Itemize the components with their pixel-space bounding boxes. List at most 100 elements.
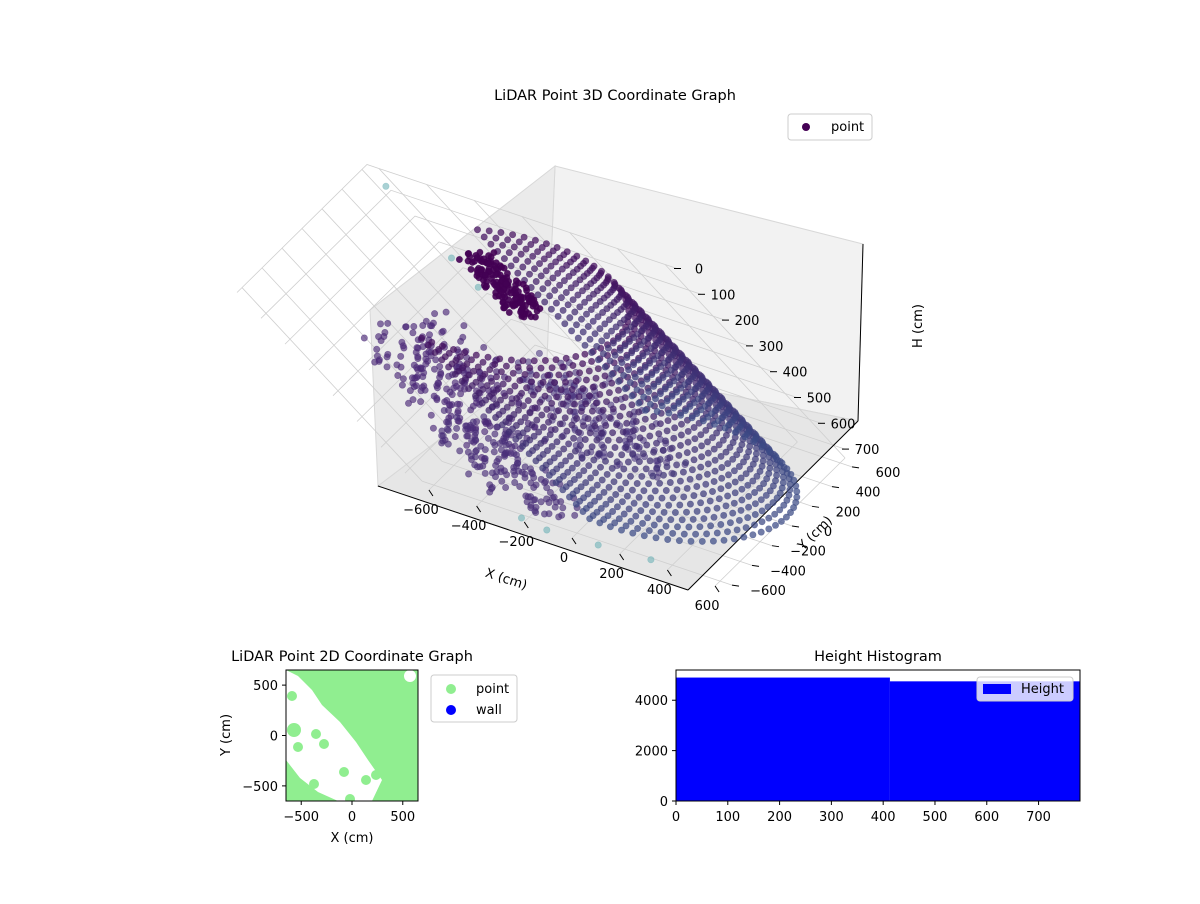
histogram-bars [676, 677, 1080, 801]
scatter-3d-point [787, 470, 795, 478]
grid-line-x [664, 264, 846, 459]
scatter-3d-point [670, 470, 678, 478]
scatter-3d-point [581, 298, 589, 306]
scatter-3d-point [541, 298, 549, 306]
scatter-3d-point [512, 294, 520, 302]
scatter-3d-point [547, 262, 555, 270]
z-ticks-3d: 0 100 200 300 400 500 600 700 [674, 263, 879, 458]
scatter-3d-point [409, 329, 417, 337]
scatter-3d-point [568, 327, 576, 335]
scatter-3d-point [587, 474, 595, 482]
y-tick-label-hist: 2000 [635, 745, 668, 760]
scatter-3d-point [662, 522, 670, 530]
scatter-3d-point [605, 389, 613, 397]
point-blob [287, 723, 301, 737]
scatter-3d-point [599, 381, 607, 389]
scatter-3d-point [523, 384, 531, 392]
scatter-3d-point [442, 308, 450, 316]
scatter-3d-point [676, 477, 684, 485]
scatter-3d-point [510, 243, 518, 251]
grid-line-y [361, 169, 543, 364]
scatter-3d-point [478, 265, 486, 273]
scatter-3d-point [613, 364, 621, 372]
scatter-3d-point [599, 350, 607, 358]
scatter-3d-point [531, 404, 539, 412]
scatter-3d-point [696, 523, 704, 531]
point-blob [293, 742, 303, 752]
scatter-3d-point [579, 328, 587, 336]
scatter-3d-point [399, 375, 407, 383]
scatter-3d-point [492, 234, 500, 242]
x-tick-label-3d: 200 [599, 567, 624, 582]
scatter-3d-point [704, 449, 712, 457]
scatter-3d-point [481, 446, 489, 454]
scatter-3d-point [481, 469, 489, 477]
legend-2d: point wall [430, 674, 518, 723]
scatter-3d-point [514, 406, 522, 414]
grid-line-z [236, 164, 678, 293]
scatter-3d-point [616, 412, 624, 420]
x-axis-line [377, 485, 689, 591]
scatter-3d-point [410, 322, 418, 330]
scatter-3d-point [557, 386, 565, 394]
scatter-3d-point [428, 338, 436, 346]
scatter-3d-point [529, 391, 537, 399]
scatter-3d-point [480, 255, 488, 263]
scatter-3d-point [554, 269, 562, 277]
scatter-3d-point [511, 442, 519, 450]
scatter-3d-point [412, 382, 420, 390]
scatter-3d-point [449, 345, 457, 353]
scatter-3d-point [612, 396, 620, 404]
scatter-3d-point [587, 305, 595, 313]
scatter-3d-point [553, 438, 561, 446]
scatter-3d-point [380, 332, 388, 340]
scatter-3d-point [569, 296, 577, 304]
scatter-3d-point [577, 315, 585, 323]
scatter-3d-point [670, 434, 678, 442]
grid-line-z [380, 318, 822, 448]
scatter-3d-point [713, 504, 721, 512]
scatter-3d-point [687, 537, 695, 545]
scatter-3d-point [722, 448, 730, 456]
scatter-3d-point [552, 299, 560, 307]
scatter-3d-point [574, 291, 582, 299]
scatter-3d-point [765, 514, 773, 522]
scatter-3d-point [710, 513, 718, 521]
scatter-3d-point [510, 410, 518, 418]
scatter-3d-point [648, 508, 656, 516]
scatter-3d-point [467, 423, 475, 431]
scatter-3d-point [772, 453, 780, 461]
scatter-3d-point [575, 471, 583, 479]
y-tick-label-2d: 500 [253, 679, 278, 694]
scatter-3d-point [628, 349, 636, 357]
scatter-3d-point [561, 378, 569, 386]
scatter-3d-point [629, 450, 637, 458]
scatter-3d-point [604, 344, 612, 352]
scatter-3d-point [546, 431, 554, 439]
histogram-title: Height Histogram [814, 649, 942, 665]
scatter-3d-point [460, 322, 468, 330]
scatter-3d-point [589, 317, 597, 325]
scatter-3d-point [505, 308, 513, 316]
scatter-3d-point [636, 434, 644, 442]
scatter-3d-point [655, 515, 663, 523]
scatter-3d-point [586, 392, 594, 400]
y-tick-mark-3d [851, 466, 860, 469]
scatter-3d-point [609, 429, 617, 437]
scatter-3d-point [653, 464, 661, 472]
scatter-3d-point [746, 465, 754, 473]
scatter-3d-point [397, 352, 405, 360]
scatter-3d-point [620, 465, 628, 473]
y-axis-label-2d: Y (cm) [219, 714, 234, 757]
scatter-3d-point [492, 271, 500, 279]
scatter-3d-point [612, 421, 620, 429]
scatter-3d-point [591, 469, 599, 477]
scatter-3d-point [619, 428, 627, 436]
scatter-3d-point [758, 443, 766, 451]
scatter-3d-point [525, 270, 533, 278]
scatter-3d-point [551, 425, 559, 433]
scatter-3d-point [479, 358, 487, 366]
scatter-3d-point [473, 254, 481, 262]
scatter-3d-point [435, 380, 443, 388]
scatter-3d-point [731, 478, 739, 486]
